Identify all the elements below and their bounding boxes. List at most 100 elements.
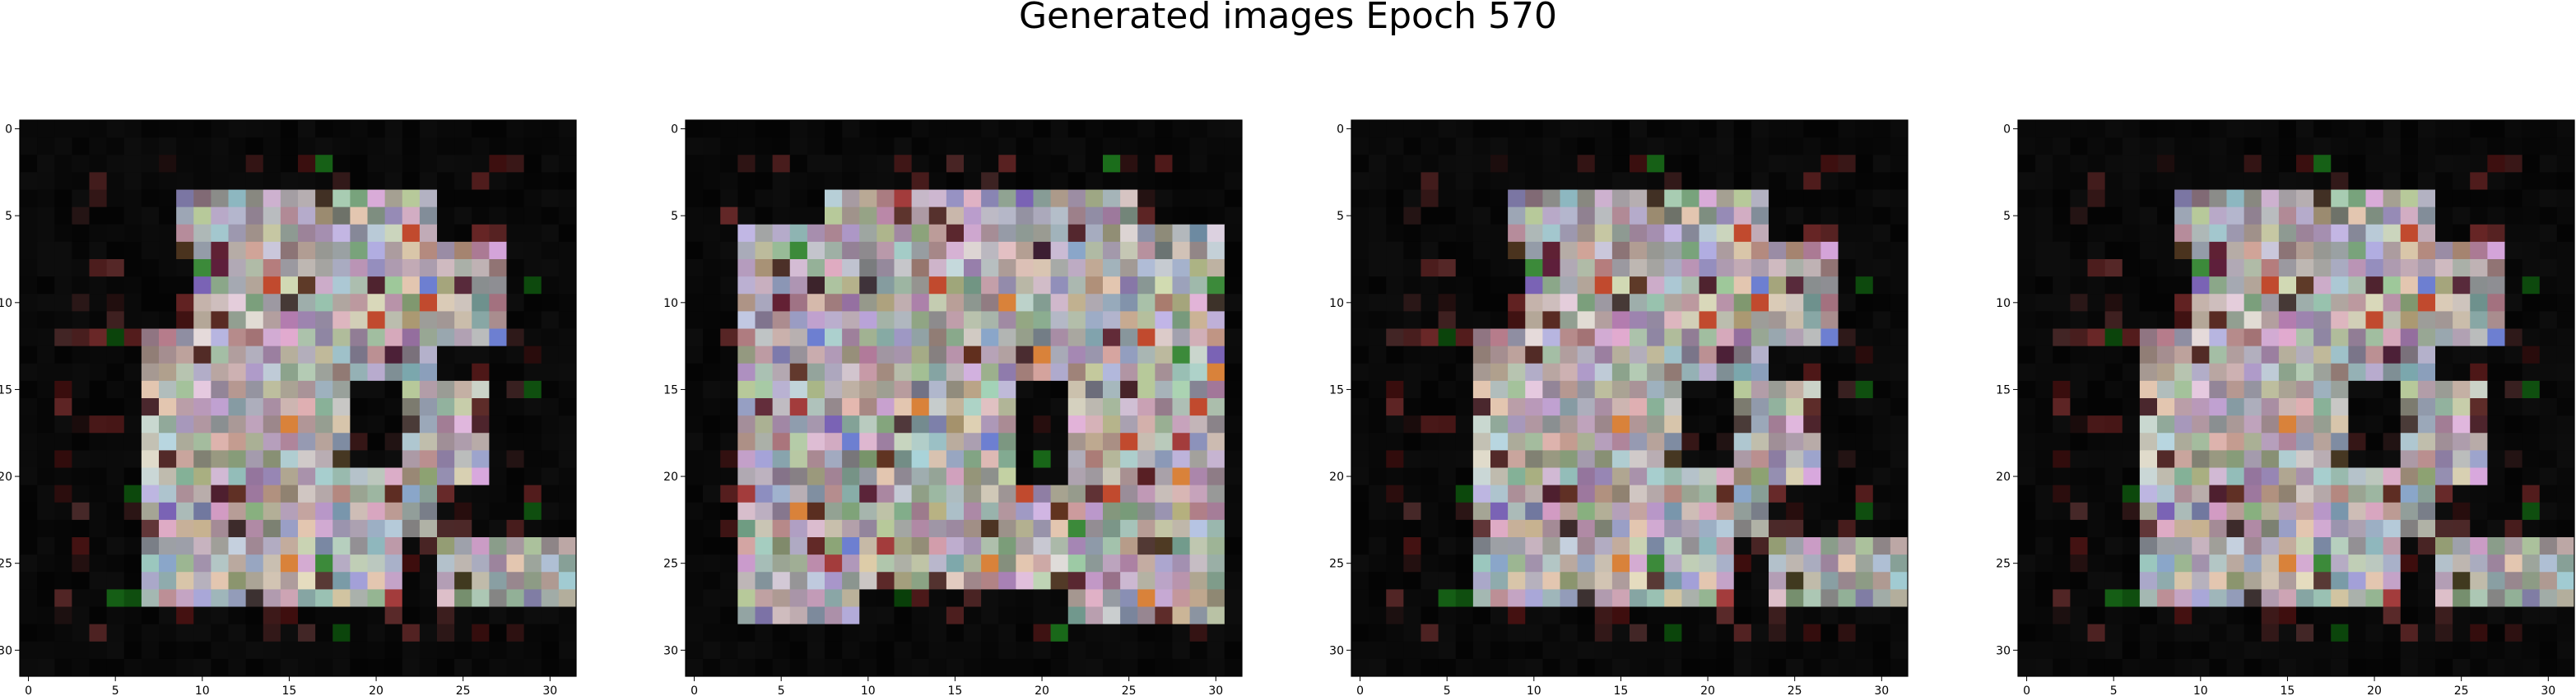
image-pixel	[2018, 311, 2036, 330]
image-pixel	[72, 450, 91, 469]
image-pixel	[2087, 259, 2106, 277]
image-pixel	[2522, 624, 2541, 643]
image-pixel	[315, 259, 333, 277]
image-pixel	[2313, 572, 2332, 590]
image-pixel	[367, 398, 386, 416]
image-pixel	[2157, 450, 2175, 469]
image-pixel	[2192, 363, 2210, 382]
image-pixel	[1067, 241, 1086, 260]
image-pixel	[89, 137, 108, 155]
image-pixel	[2453, 137, 2471, 155]
image-pixel	[523, 450, 542, 469]
image-pixel	[1525, 380, 1543, 399]
image-pixel	[1803, 137, 1821, 155]
image-pixel	[876, 155, 895, 173]
image-pixel	[2018, 450, 2036, 469]
image-pixel	[1137, 398, 1155, 416]
image-pixel	[911, 415, 930, 434]
image-pixel	[20, 450, 38, 469]
image-pixel	[1224, 624, 1243, 643]
image-pixel	[2539, 658, 2558, 677]
image-pixel	[20, 189, 38, 208]
image-pixel	[1369, 519, 1387, 538]
image-pixel	[1472, 589, 1491, 608]
image-pixel	[1155, 363, 1174, 382]
image-pixel	[1351, 155, 1369, 173]
image-pixel	[228, 241, 247, 260]
image-pixel	[1386, 137, 1404, 155]
image-pixel	[54, 155, 72, 173]
image-pixel	[2018, 502, 2036, 521]
image-pixel	[1189, 206, 1208, 225]
image-pixel	[541, 259, 560, 277]
image-pixel	[2470, 658, 2488, 677]
image-pixel	[1751, 485, 1769, 503]
image-pixel	[263, 120, 281, 138]
image-pixel	[419, 415, 438, 434]
image-pixel	[211, 120, 230, 138]
image-pixel	[842, 346, 860, 364]
image-pixel	[842, 155, 860, 173]
image-pixel	[506, 346, 525, 364]
image-pixel	[1699, 224, 1718, 243]
image-pixel	[1403, 658, 1422, 677]
image-pixel	[558, 624, 577, 643]
image-pixel	[37, 554, 55, 573]
image-pixel	[2122, 224, 2141, 243]
image-pixel	[2157, 433, 2175, 451]
image-pixel	[2139, 537, 2158, 555]
image-pixel	[1769, 398, 1787, 416]
image-pixel	[332, 398, 351, 416]
image-pixel	[2435, 502, 2453, 521]
image-pixel	[2070, 259, 2089, 277]
image-pixel	[2539, 624, 2558, 643]
image-pixel	[1699, 502, 1718, 521]
image-pixel	[1421, 589, 1439, 608]
image-pixel	[686, 537, 704, 555]
image-pixel	[472, 328, 490, 347]
image-pixel	[2435, 433, 2453, 451]
image-pixel	[1803, 206, 1821, 225]
image-pixel	[1403, 363, 1422, 382]
image-pixel	[106, 589, 125, 608]
image-pixel	[2122, 120, 2141, 138]
image-pixel	[20, 294, 38, 312]
image-pixel	[419, 589, 438, 608]
image-pixel	[1855, 311, 1874, 330]
image-pixel	[2365, 554, 2384, 573]
image-pixel	[1647, 572, 1665, 590]
image-pixel	[2400, 259, 2419, 277]
image-pixel	[1050, 346, 1069, 364]
image-pixel	[1403, 120, 1422, 138]
image-pixel	[1630, 467, 1648, 486]
image-pixel	[315, 502, 333, 521]
image-pixel	[1681, 641, 1700, 660]
image-pixel	[2556, 415, 2575, 434]
image-pixel	[2383, 589, 2402, 608]
image-pixel	[842, 537, 860, 555]
image-pixel	[2539, 519, 2558, 538]
image-pixel	[1050, 450, 1069, 469]
image-pixel	[2348, 294, 2367, 312]
image-pixel	[1351, 606, 1369, 625]
image-pixel	[298, 624, 316, 643]
image-pixel	[2018, 415, 2036, 434]
image-pixel	[2278, 137, 2297, 155]
image-pixel	[384, 380, 403, 399]
image-pixel	[123, 363, 142, 382]
image-pixel	[1085, 155, 1104, 173]
image-pixel	[2504, 467, 2523, 486]
image-pixel	[1681, 259, 1700, 277]
image-pixel	[842, 241, 860, 260]
image-pixel	[2470, 346, 2488, 364]
image-pixel	[1085, 311, 1104, 330]
image-pixel	[2296, 224, 2314, 243]
image-pixel	[245, 537, 264, 555]
y-tick-label: 5	[1337, 210, 1344, 223]
image-pixel	[402, 276, 421, 295]
image-pixel	[523, 467, 542, 486]
image-pixel	[1137, 276, 1155, 295]
image-pixel	[1386, 224, 1404, 243]
image-pixel	[1855, 328, 1874, 347]
image-pixel	[2018, 433, 2036, 451]
